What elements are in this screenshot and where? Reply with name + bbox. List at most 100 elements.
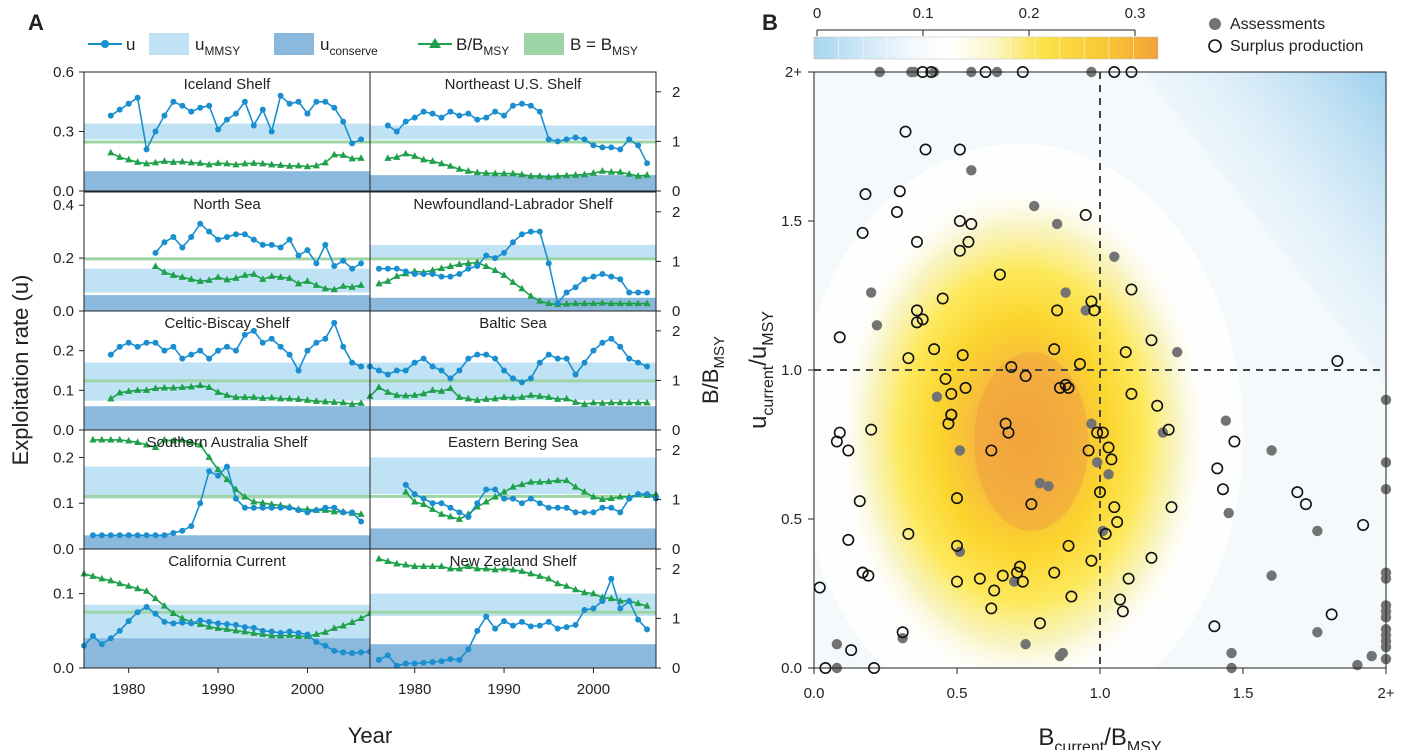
b-point: [178, 383, 186, 390]
u-point: [510, 239, 516, 246]
b-point: [187, 158, 195, 166]
b-point: [277, 394, 285, 402]
u-point: [483, 486, 490, 493]
u-point: [232, 495, 239, 502]
u-point: [447, 375, 454, 382]
u-point: [420, 659, 427, 666]
b-point: [393, 559, 401, 567]
b-point: [482, 564, 490, 572]
u-point: [599, 339, 606, 346]
b-point: [142, 159, 151, 167]
u-point: [411, 270, 418, 277]
y-tick-label: 0.6: [53, 64, 74, 81]
u-point: [259, 339, 266, 346]
assessment-point: [1091, 457, 1103, 468]
surplus-production-point: [1005, 361, 1018, 374]
panel-a-subplot: North Sea 0.0 0.2 0.4: [53, 191, 371, 320]
ummsy-band: [84, 123, 370, 140]
u-point: [644, 289, 651, 296]
u-point: [483, 613, 490, 620]
u-point: [250, 236, 257, 243]
u-point: [232, 621, 239, 628]
b-point: [250, 270, 258, 277]
u-point: [456, 656, 463, 663]
y-tick-label: 1.5: [781, 213, 802, 230]
b-point: [545, 477, 553, 485]
u-point: [358, 363, 365, 370]
b-point: [250, 629, 258, 636]
surplus-production-point: [1125, 283, 1138, 296]
b-point: [428, 266, 437, 273]
b-tick-label: 0: [672, 660, 680, 677]
b-point: [464, 562, 472, 569]
u-point: [98, 532, 105, 539]
b-point: [384, 388, 392, 395]
u-point: [572, 509, 579, 516]
surplus-production-point: [993, 268, 1006, 281]
b-point: [250, 497, 258, 505]
b-point: [205, 622, 213, 630]
u-point: [241, 231, 248, 238]
u-point: [89, 532, 96, 539]
u-point: [465, 110, 472, 117]
b-point: [500, 271, 508, 278]
u-point: [590, 605, 597, 612]
panel-a-subplot: Celtic-Biscay Shelf 0.0 0.1 0.2: [53, 310, 371, 439]
b-point: [196, 159, 204, 166]
b-point: [643, 171, 651, 178]
surplus-production-point: [1096, 426, 1109, 439]
surplus-production-point: [965, 217, 978, 230]
u-point: [152, 128, 159, 135]
u-point: [635, 142, 642, 149]
b-point: [178, 157, 186, 165]
u-point: [286, 351, 293, 358]
u-point: [295, 630, 302, 637]
y-tick-label: 0.3: [53, 124, 74, 141]
u-point: [322, 241, 329, 248]
b-point: [634, 172, 642, 179]
u-point: [250, 327, 257, 334]
b-point: [107, 435, 115, 443]
u-point: [393, 662, 400, 669]
u-point: [510, 495, 516, 502]
assessment-point: [1057, 647, 1069, 659]
b-tick-label: 1: [672, 133, 680, 150]
panel-a-subplot: Baltic Sea 0 1 2: [366, 310, 680, 439]
b-point: [357, 510, 365, 517]
u-point: [206, 468, 213, 475]
u-point: [483, 252, 490, 259]
u-point: [349, 265, 356, 272]
y-tick-label: 0.0: [53, 660, 74, 677]
surplus-production-point: [945, 408, 958, 421]
b-point: [402, 560, 410, 568]
u-point: [295, 98, 302, 105]
u-point: [152, 610, 159, 617]
u-point: [644, 160, 651, 167]
u-point: [340, 649, 347, 656]
u-point: [599, 598, 606, 605]
b-point: [580, 487, 589, 495]
b-point: [169, 158, 177, 165]
surplus-production-point: [1099, 527, 1112, 540]
y-tick-label: 2+: [785, 64, 802, 81]
u-point: [116, 106, 123, 113]
u-point: [635, 359, 642, 366]
b-point: [232, 160, 240, 168]
u-point: [617, 276, 624, 283]
legend-surplus-marker: [1208, 39, 1222, 53]
b-point: [205, 276, 213, 283]
u-point: [492, 486, 499, 493]
b-point: [134, 386, 142, 393]
b-point: [527, 292, 535, 299]
surplus-production-point: [1165, 501, 1178, 514]
b-point: [473, 396, 481, 403]
u-point: [125, 618, 132, 625]
b-tick-label: 0: [672, 422, 680, 439]
b-point: [500, 393, 508, 400]
b-point: [321, 628, 329, 635]
b-point: [536, 392, 544, 399]
surplus-production-point: [919, 143, 932, 156]
b-point: [518, 567, 526, 574]
b-point: [348, 400, 356, 407]
u-point: [608, 335, 615, 342]
